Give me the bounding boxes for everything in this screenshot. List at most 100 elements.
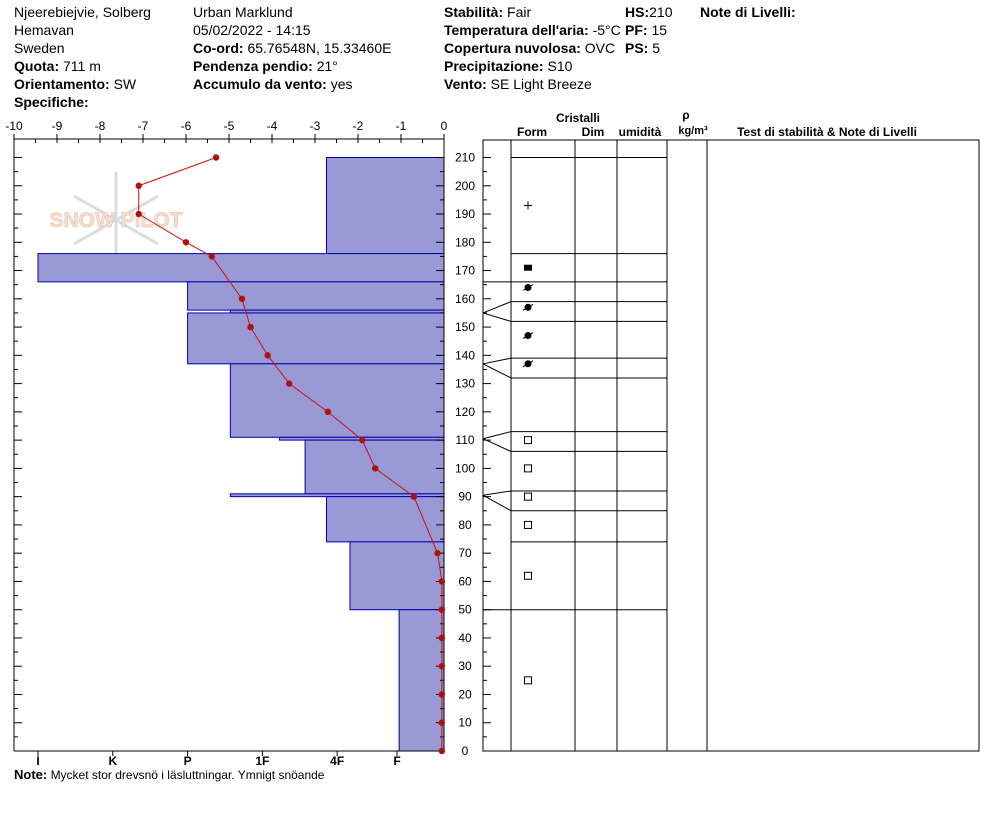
temperature-point: [264, 352, 271, 359]
temp-tick-label: -10: [5, 119, 23, 133]
temp-tick-label: 0: [441, 119, 448, 133]
temperature-point: [238, 295, 246, 303]
grain-rounded-stroke: [522, 284, 534, 291]
height-tick-label: 30: [458, 659, 472, 673]
pendenza-field: Pendenza pendio: 21°: [193, 58, 338, 74]
profile-header: Njeerebiejvie, Solberg Hemavan Sweden Qu…: [0, 0, 994, 112]
quota-field: Quota: 711 m: [14, 58, 101, 74]
stabilita-field: Stabilità: Fair: [444, 4, 532, 20]
ps-field: PS: 5: [625, 40, 661, 56]
layer-connector: [482, 363, 512, 379]
temperature-point: [208, 253, 215, 260]
snowflake-icon: [73, 172, 159, 268]
height-tick-label: 180: [455, 235, 475, 249]
table-frame: [482, 139, 980, 752]
watermark-text: SNOW PILOT: [50, 209, 183, 232]
accumulo-field: Accumulo da vento: yes: [193, 76, 353, 92]
grain-square-icon: [524, 492, 532, 501]
temperature-point: [438, 691, 446, 698]
layer-connector: [482, 494, 512, 512]
grain-square-icon: [524, 571, 532, 580]
note: Note: Mycket stor drevsnö i läsluttninga…: [14, 767, 325, 782]
datetime: 05/02/2022 - 14:15: [193, 22, 311, 38]
height-tick-label: 190: [455, 207, 475, 221]
temperatura-field: Temperatura dell'aria: -5°C: [444, 22, 621, 38]
height-tick-label: 130: [455, 377, 475, 391]
location-line1: Njeerebiejvie, Solberg: [14, 4, 151, 20]
height-tick-label: 40: [458, 631, 472, 645]
precipitazione-field: Precipitazione: S10: [444, 58, 573, 74]
height-tick-label: 90: [458, 490, 472, 504]
temp-tick-label: -6: [181, 119, 192, 133]
header-umidita: umidità: [619, 125, 662, 139]
hardness-layer: [398, 609, 445, 752]
height-tick-label: 140: [455, 348, 475, 362]
temp-tick-label: -5: [224, 119, 235, 133]
temperature-point: [359, 436, 366, 444]
temp-tick-label: -1: [396, 119, 407, 133]
height-tick-label: 70: [458, 546, 472, 560]
grain-square-icon: [524, 436, 532, 445]
temperature-point: [438, 719, 446, 726]
height-tick-label: 200: [455, 179, 475, 193]
height-tick-label: 120: [455, 405, 475, 419]
grain-rounded-stroke: [522, 360, 534, 368]
grain-rounded-stroke: [522, 332, 534, 339]
header-cristalli: Cristalli: [556, 111, 600, 125]
hardness-layer: [325, 496, 445, 543]
height-tick-label: 110: [455, 433, 474, 447]
height-tick-label: 100: [455, 461, 475, 475]
temperature-point: [410, 493, 418, 500]
hardness-layer: [187, 281, 445, 311]
hardness-tick-label: I: [36, 754, 39, 768]
temp-tick-label: -7: [138, 119, 149, 133]
hardness-tick-label: P: [184, 754, 192, 768]
country: Sweden: [14, 40, 65, 56]
height-tick-label: 80: [458, 518, 472, 532]
hardness-layer: [37, 253, 445, 283]
hardness-layer: [187, 312, 445, 365]
height-tick-label: 50: [458, 603, 472, 617]
pf-field: PF: 15: [625, 22, 668, 38]
location-line2: Hemavan: [14, 22, 74, 38]
height-tick-label: 210: [455, 151, 475, 165]
header-density-unit: kg/m³: [678, 125, 708, 137]
hardness-tick-label: 1F: [255, 754, 269, 768]
temperature-point: [324, 408, 332, 416]
height-tick-label: 20: [458, 687, 472, 701]
temperature-point: [438, 747, 446, 755]
hardness-tick-label: 4F: [330, 754, 344, 768]
height-tick-label: 160: [455, 292, 475, 306]
grain-square-icon: [524, 520, 532, 529]
height-tick-label: 10: [458, 716, 472, 730]
temperature-point: [438, 663, 446, 670]
observer: Urban Marklund: [193, 4, 293, 20]
specifiche-field: Specifiche:: [14, 94, 89, 110]
grain-filled-rect-icon: [524, 264, 532, 271]
layer-connector: [482, 438, 512, 452]
temperature-point: [212, 154, 220, 161]
temp-tick-label: -2: [353, 119, 364, 133]
temperature-point: [135, 210, 142, 218]
height-tick-label: 150: [455, 320, 475, 334]
grain-square-icon: [524, 464, 532, 473]
temp-tick-label: -8: [95, 119, 106, 133]
temp-tick-label: -4: [267, 119, 278, 133]
hardness-layer: [349, 541, 445, 611]
temp-tick-label: -3: [310, 119, 321, 133]
height-tick-label: 170: [455, 264, 475, 278]
layer-connector: [482, 301, 512, 314]
orientamento-field: Orientamento: SW: [14, 76, 137, 92]
temperature-point: [286, 380, 293, 387]
temperature-point: [247, 323, 254, 331]
copertura-field: Copertura nuvolosa: OVC: [444, 40, 616, 56]
header-dim: Dim: [582, 125, 605, 139]
hardness-tick-label: F: [393, 754, 400, 768]
layer-connector: [482, 357, 512, 365]
layer-connector: [482, 312, 512, 322]
temperature-point: [182, 239, 190, 246]
grain-square-icon: [524, 676, 532, 685]
temperature-point: [434, 549, 441, 557]
snowpilot-watermark: SNOW PILOT: [49, 172, 183, 268]
